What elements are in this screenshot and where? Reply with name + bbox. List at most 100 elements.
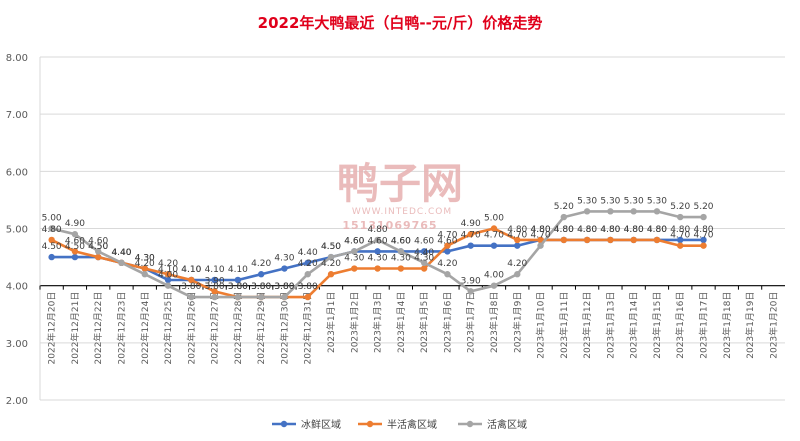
data-label: 5.00 bbox=[484, 214, 504, 224]
data-point bbox=[71, 248, 79, 255]
data-point bbox=[211, 293, 218, 301]
data-point bbox=[164, 276, 172, 284]
data-point bbox=[48, 225, 55, 232]
data-point bbox=[397, 265, 405, 272]
legend-marker bbox=[280, 420, 288, 428]
y-tick-label: 2.00 bbox=[6, 396, 28, 407]
legend-label: 活禽区域 bbox=[487, 418, 527, 431]
data-point bbox=[281, 293, 288, 301]
data-label: 4.60 bbox=[391, 236, 411, 246]
y-tick-label: 7.00 bbox=[6, 110, 28, 121]
data-label: 4.70 bbox=[531, 231, 551, 241]
data-point bbox=[234, 276, 242, 284]
data-point bbox=[583, 236, 591, 244]
x-tick-label: 2023年1月18日 bbox=[721, 292, 733, 359]
data-label: 4.00 bbox=[484, 271, 504, 281]
data-label: 4.80 bbox=[600, 225, 620, 235]
data-label: 4.20 bbox=[251, 259, 271, 269]
data-point bbox=[164, 271, 172, 278]
data-point bbox=[95, 253, 102, 261]
data-label: 5.30 bbox=[577, 196, 597, 206]
data-point bbox=[677, 242, 684, 249]
data-label: 4.80 bbox=[670, 225, 690, 235]
data-point bbox=[71, 231, 79, 238]
data-label: 4.70 bbox=[507, 231, 527, 241]
x-tick-label: 2023年1月9日 bbox=[511, 292, 523, 353]
data-label: 4.10 bbox=[158, 265, 178, 275]
data-point bbox=[48, 253, 55, 261]
data-label: 5.20 bbox=[554, 202, 574, 212]
data-label: 4.70 bbox=[437, 231, 457, 241]
data-label: 4.80 bbox=[554, 225, 574, 235]
data-point bbox=[420, 248, 428, 255]
legend-marker bbox=[466, 420, 474, 428]
data-point bbox=[444, 248, 451, 255]
data-point bbox=[234, 293, 242, 301]
data-label: 3.80 bbox=[251, 282, 271, 292]
data-point bbox=[490, 282, 498, 289]
y-tick-label: 8.00 bbox=[6, 53, 28, 64]
data-label: 4.50 bbox=[321, 242, 341, 252]
data-point bbox=[537, 242, 544, 249]
data-label: 4.80 bbox=[507, 225, 527, 235]
data-point bbox=[141, 271, 148, 278]
data-point bbox=[677, 213, 684, 221]
data-label: 4.50 bbox=[321, 242, 341, 252]
data-label: 4.30 bbox=[344, 254, 364, 264]
data-label: 4.20 bbox=[135, 259, 155, 269]
data-point bbox=[304, 259, 311, 266]
data-label: 4.80 bbox=[647, 225, 667, 235]
x-tick-label: 2023年1月5日 bbox=[418, 292, 430, 353]
data-point bbox=[467, 231, 474, 238]
x-axis: 2022年12月20日 2022年12月21日 2022年12月22日 2022年12… bbox=[39, 285, 779, 365]
y-tick-label: 3.00 bbox=[6, 339, 28, 350]
watermark: 鸭子网 WWW.INTEDC.COM 15131069765 bbox=[337, 159, 463, 232]
x-tick-label: 2023年1月3日 bbox=[372, 292, 384, 353]
data-label: 4.40 bbox=[111, 248, 131, 258]
data-label: 4.60 bbox=[437, 236, 457, 246]
data-label: 4.10 bbox=[205, 265, 225, 275]
x-tick-label: 2022年12月20日 bbox=[46, 292, 58, 365]
data-point bbox=[304, 293, 311, 301]
data-point bbox=[630, 208, 637, 215]
data-point bbox=[677, 236, 684, 244]
data-point bbox=[607, 236, 614, 244]
data-label: 4.20 bbox=[298, 259, 318, 269]
data-point bbox=[653, 208, 661, 215]
data-label: 4.80 bbox=[531, 225, 551, 235]
data-point bbox=[48, 236, 55, 244]
data-label: 5.30 bbox=[600, 196, 620, 206]
data-point bbox=[374, 236, 381, 244]
data-point bbox=[374, 265, 381, 272]
data-point bbox=[71, 253, 79, 261]
legend-label: 冰鲜区域 bbox=[301, 418, 341, 431]
data-label: 3.90 bbox=[205, 276, 225, 286]
data-label: 4.60 bbox=[391, 236, 411, 246]
data-point bbox=[95, 248, 102, 255]
data-point bbox=[420, 259, 428, 266]
x-tick-label: 2022年12月23日 bbox=[115, 292, 127, 365]
data-label: 3.80 bbox=[274, 282, 294, 292]
data-label: 3.80 bbox=[298, 282, 318, 292]
x-tick-label: 2022年12月29日 bbox=[255, 292, 267, 365]
data-point bbox=[281, 265, 288, 272]
x-tick-label: 2023年1月1日 bbox=[325, 292, 337, 353]
data-point bbox=[211, 288, 218, 295]
data-point bbox=[700, 236, 707, 244]
x-tick-label: 2022年12月31日 bbox=[302, 292, 314, 365]
data-point bbox=[444, 242, 451, 249]
legend: 冰鲜区域 半活禽区域 活禽区域 bbox=[272, 418, 527, 431]
data-label: 5.20 bbox=[670, 202, 690, 212]
data-point bbox=[490, 242, 498, 249]
data-label: 4.20 bbox=[321, 259, 341, 269]
data-label: 5.20 bbox=[693, 202, 713, 212]
data-label: 4.30 bbox=[135, 254, 155, 264]
x-tick-label: 2022年12月21日 bbox=[69, 292, 81, 365]
data-point bbox=[560, 213, 568, 221]
data-label: 4.80 bbox=[647, 225, 667, 235]
data-point bbox=[700, 213, 707, 221]
x-tick-label: 2022年12月28日 bbox=[232, 292, 244, 365]
data-point bbox=[560, 236, 568, 244]
